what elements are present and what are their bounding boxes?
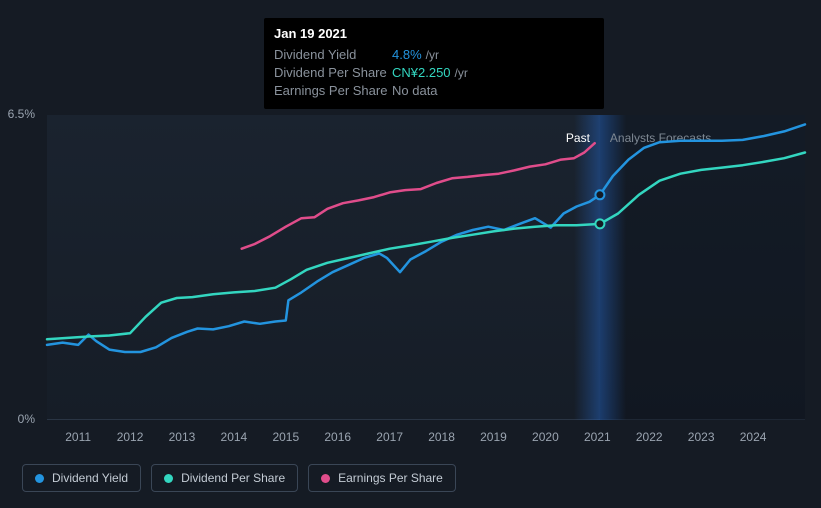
series-dividend_per_share bbox=[47, 153, 805, 340]
chart-legend: Dividend Yield Dividend Per Share Earnings… bbox=[22, 464, 456, 492]
marker-dividend_per_share bbox=[595, 219, 604, 228]
y-tick-label: 0% bbox=[0, 412, 35, 426]
tooltip-value: 4.8% bbox=[392, 47, 422, 62]
tooltip-value: No data bbox=[392, 83, 438, 98]
x-tick-label: 2012 bbox=[117, 430, 144, 444]
x-tick-label: 2023 bbox=[688, 430, 715, 444]
series-dividend_yield bbox=[47, 124, 805, 352]
chart-tooltip: Jan 19 2021 Dividend Yield4.8%/yrDividen… bbox=[264, 18, 604, 109]
tooltip-row: Dividend Per ShareCN¥2.250/yr bbox=[274, 65, 594, 80]
x-tick-label: 2019 bbox=[480, 430, 507, 444]
dividend-chart: Past Analysts Forecasts 6.5%0% 201120122… bbox=[0, 0, 821, 508]
legend-dot bbox=[35, 474, 44, 483]
x-tick-label: 2021 bbox=[584, 430, 611, 444]
x-tick-label: 2024 bbox=[740, 430, 767, 444]
tooltip-value: CN¥2.250 bbox=[392, 65, 451, 80]
x-tick-label: 2015 bbox=[272, 430, 299, 444]
y-tick-label: 6.5% bbox=[0, 107, 35, 121]
x-tick-label: 2011 bbox=[65, 430, 91, 444]
legend-label: Earnings Per Share bbox=[338, 471, 443, 485]
tooltip-key: Earnings Per Share bbox=[274, 83, 392, 98]
marker-dividend_yield bbox=[595, 190, 604, 199]
legend-label: Dividend Per Share bbox=[181, 471, 285, 485]
series-earnings_per_share bbox=[242, 143, 595, 249]
tooltip-date: Jan 19 2021 bbox=[274, 26, 594, 41]
tooltip-row: Dividend Yield4.8% /yr bbox=[274, 47, 594, 62]
x-tick-label: 2022 bbox=[636, 430, 663, 444]
legend-item[interactable]: Dividend Per Share bbox=[151, 464, 298, 492]
tooltip-row: Earnings Per ShareNo data bbox=[274, 83, 594, 98]
legend-item[interactable]: Dividend Yield bbox=[22, 464, 141, 492]
x-tick-label: 2017 bbox=[376, 430, 403, 444]
legend-label: Dividend Yield bbox=[52, 471, 128, 485]
tooltip-unit: /yr bbox=[426, 48, 439, 62]
legend-dot bbox=[321, 474, 330, 483]
x-axis-labels: 2011 2012 2013 2014 2015 2016 2017 2018 2019 2020… bbox=[0, 430, 821, 450]
x-tick-label: 2013 bbox=[169, 430, 196, 444]
x-tick-label: 2020 bbox=[532, 430, 559, 444]
x-tick-label: 2016 bbox=[324, 430, 351, 444]
x-tick-label: 2014 bbox=[221, 430, 248, 444]
legend-item[interactable]: Earnings Per Share bbox=[308, 464, 456, 492]
tooltip-key: Dividend Yield bbox=[274, 47, 392, 62]
tooltip-key: Dividend Per Share bbox=[274, 65, 392, 80]
chart-lines bbox=[47, 115, 805, 420]
legend-dot bbox=[164, 474, 173, 483]
tooltip-unit: /yr bbox=[455, 66, 468, 80]
x-tick-label: 2018 bbox=[428, 430, 455, 444]
